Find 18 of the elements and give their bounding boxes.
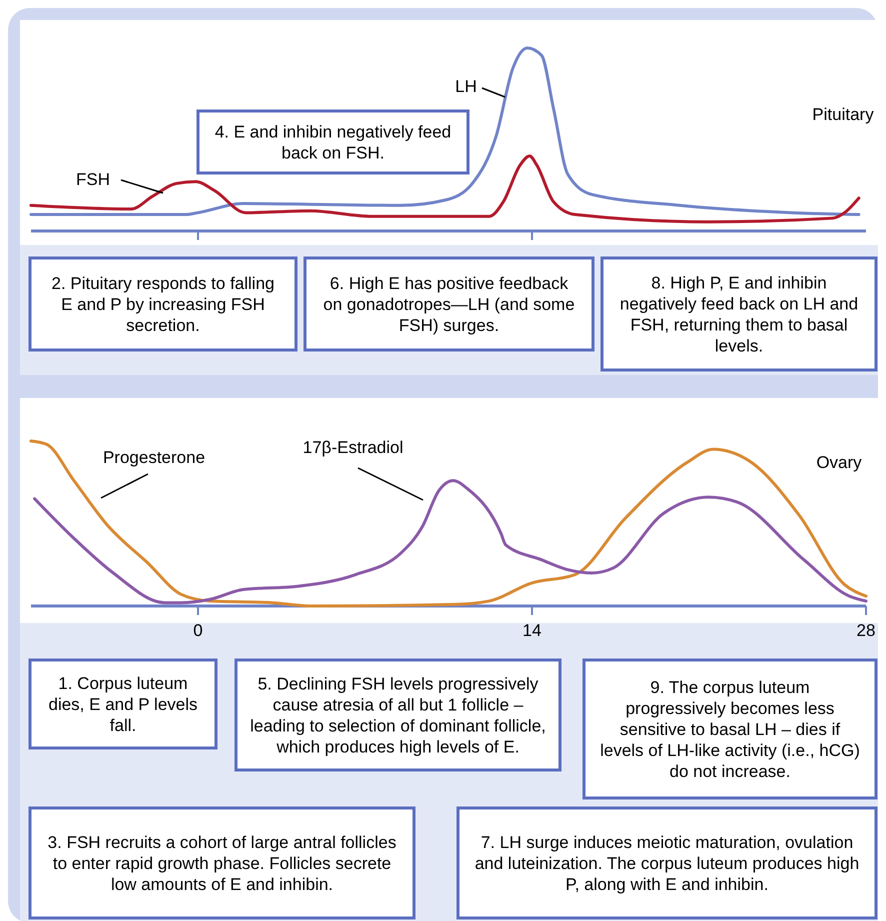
text: 3. FSH recruits a cohort of large antral follicles to enter rapid growth phase. Follicles secrete low amounts of E and inhibin. [48, 833, 396, 894]
text: 9. The corpus luteum progressively becomes less sensitive to basal LH – dies if levels of LH-like activity (i.e., hCG) do not increase. [600, 678, 860, 781]
annotation: Ovary [816, 453, 862, 472]
text: 7. LH surge induces meiotic maturation, ovulation and luteinization. The corpus luteum produces high P, along with E and inhibin. [474, 833, 860, 894]
text: 17β-Estradiol [302, 438, 404, 457]
annotation: 4. E and inhibin negatively feed back on FSH. [214, 122, 452, 162]
text: 8. High P, E and inhibin negatively feed back on LH and FSH, returning them to basal levels. [620, 274, 858, 356]
text: 1. Corpus luteum dies, E and P levels fall. [48, 674, 198, 735]
series-label: LH [455, 77, 477, 96]
x-tick-label: 0 [193, 621, 203, 640]
text: 2. Pituitary responds to falling E and P by increasing FSH secretion. [51, 274, 275, 335]
text: 5. Declining FSH levels progressively cause atresia of all but 1 follicle – leading to selection of dominant follicle, which produces high levels of E. [250, 674, 546, 756]
annotation: Pituitary [812, 105, 874, 124]
text: 6. High E has positive feedback on gonadotropes—LH (and some FSH) surges. [323, 274, 575, 335]
x-tick-label: 28 [856, 621, 876, 640]
series-label: FSH [76, 170, 110, 189]
series-label: Progesterone [102, 448, 206, 467]
x-tick-label: 14 [522, 621, 542, 640]
